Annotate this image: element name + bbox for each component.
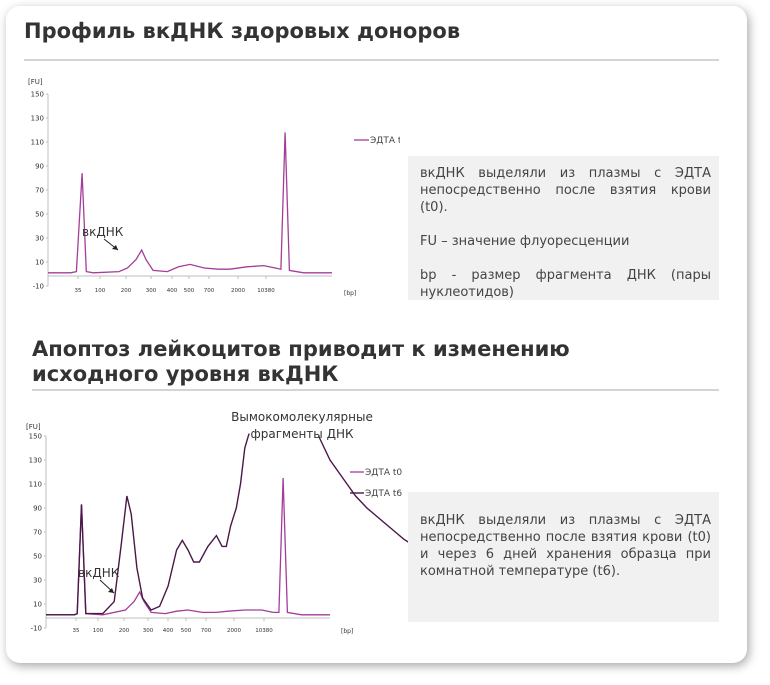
legend-label-edta-t6: ЭДТА t6 bbox=[365, 489, 402, 499]
chart-leukocyte-apoptosis: [FU] [bp] -10 10 30 50 70 90 110 130 150 35 100 20… bbox=[26, 410, 420, 635]
y-tick-label: 30 bbox=[33, 577, 42, 585]
annotation-label: вкДНК bbox=[82, 225, 124, 239]
y-tick-label: -10 bbox=[31, 625, 42, 633]
hmw-fragments-label-line1: Вымокомолекулярные bbox=[231, 410, 373, 424]
section2-title-line2: исходного уровня вкДНК bbox=[32, 362, 339, 386]
x-tick-label: 2000 bbox=[231, 288, 245, 294]
x-tick-label: 10380 bbox=[255, 628, 273, 634]
info-text-1: вкДНК выделяли из плазмы с ЭДТА непосред… bbox=[420, 166, 711, 215]
series-line-edta-t6-tail bbox=[317, 435, 420, 550]
x-tick-label: 35 bbox=[75, 288, 82, 294]
section2-title-line1: Апоптоз лейкоцитов приводит к изменению bbox=[32, 337, 570, 361]
series-line-edta-t6 bbox=[46, 433, 250, 616]
y-tick-label: 110 bbox=[29, 481, 42, 489]
y-tick-label: 70 bbox=[33, 529, 42, 537]
section1-divider bbox=[24, 59, 719, 61]
annotation-label: вкДНК bbox=[78, 566, 120, 580]
x-tick-label: 200 bbox=[121, 288, 132, 294]
x-tick-label: 100 bbox=[95, 288, 106, 294]
series-line-edta-t0 bbox=[46, 477, 330, 616]
x-tick-label: 700 bbox=[204, 288, 215, 294]
y-unit-label: [FU] bbox=[28, 78, 43, 86]
y-tick-label: 90 bbox=[35, 163, 44, 171]
x-tick-label: 10380 bbox=[257, 288, 275, 294]
y-tick-label: 70 bbox=[35, 187, 44, 195]
annotation-arrowhead bbox=[108, 588, 114, 593]
section2-info-box: вкДНК выделяли из плазмы с ЭДТА непосред… bbox=[408, 492, 719, 622]
info-text: вкДНК выделяли из плазмы с ЭДТА непосред… bbox=[420, 513, 711, 579]
x-tick-label: 100 bbox=[93, 628, 104, 634]
x-tick-label: 2000 bbox=[227, 628, 241, 634]
x-tick-label: 400 bbox=[167, 288, 178, 294]
y-tick-label: 30 bbox=[35, 235, 44, 243]
y-tick-label: -10 bbox=[33, 283, 44, 291]
y-tick-label: 10 bbox=[35, 259, 44, 267]
y-tick-label: 130 bbox=[29, 457, 42, 465]
y-tick-label: 130 bbox=[31, 115, 44, 123]
x-tick-label: 200 bbox=[119, 628, 130, 634]
x-tick-label: 300 bbox=[143, 628, 154, 634]
y-tick-label: 110 bbox=[31, 139, 44, 147]
y-tick-label: 50 bbox=[33, 553, 42, 561]
section2-divider bbox=[32, 389, 719, 391]
y-tick-label: 150 bbox=[29, 433, 42, 441]
y-tick-label: 10 bbox=[33, 601, 42, 609]
y-tick-label: 90 bbox=[33, 505, 42, 513]
x-tick-label: 400 bbox=[163, 628, 174, 634]
section1-info-box: вкДНК выделяли из плазмы с ЭДТА непосред… bbox=[408, 156, 719, 300]
x-tick-label: 300 bbox=[146, 288, 157, 294]
chart-healthy-donors: [FU] [bp] -10 10 30 50 70 90 110 130 150 35 100 20… bbox=[28, 78, 400, 297]
y-unit-label: [FU] bbox=[26, 423, 41, 431]
x-unit-label: [bp] bbox=[344, 290, 356, 297]
x-tick-label: 35 bbox=[73, 628, 80, 634]
x-tick-label: 700 bbox=[201, 628, 212, 634]
info-text-2: FU – значение флуоресценции bbox=[420, 234, 630, 249]
x-tick-label: 500 bbox=[181, 628, 192, 634]
x-unit-label: [bp] bbox=[341, 628, 353, 635]
annotation-arrowhead bbox=[112, 245, 118, 250]
y-tick-label: 50 bbox=[35, 211, 44, 219]
series-line-edta-t0 bbox=[48, 132, 332, 274]
info-text-3: bp - размер фрагмента ДНК (пары нуклеоти… bbox=[420, 268, 711, 300]
legend-label-edta-t0: ЭДТА t0 bbox=[365, 468, 402, 478]
section1-title: Профиль вкДНК здоровых доноров bbox=[24, 19, 461, 43]
x-tick-label: 500 bbox=[184, 288, 195, 294]
y-tick-label: 150 bbox=[31, 91, 44, 99]
legend-label-edta-t0: ЭДТА t0 bbox=[370, 136, 400, 146]
hmw-fragments-label-line2: фрагменты ДНК bbox=[250, 427, 353, 441]
